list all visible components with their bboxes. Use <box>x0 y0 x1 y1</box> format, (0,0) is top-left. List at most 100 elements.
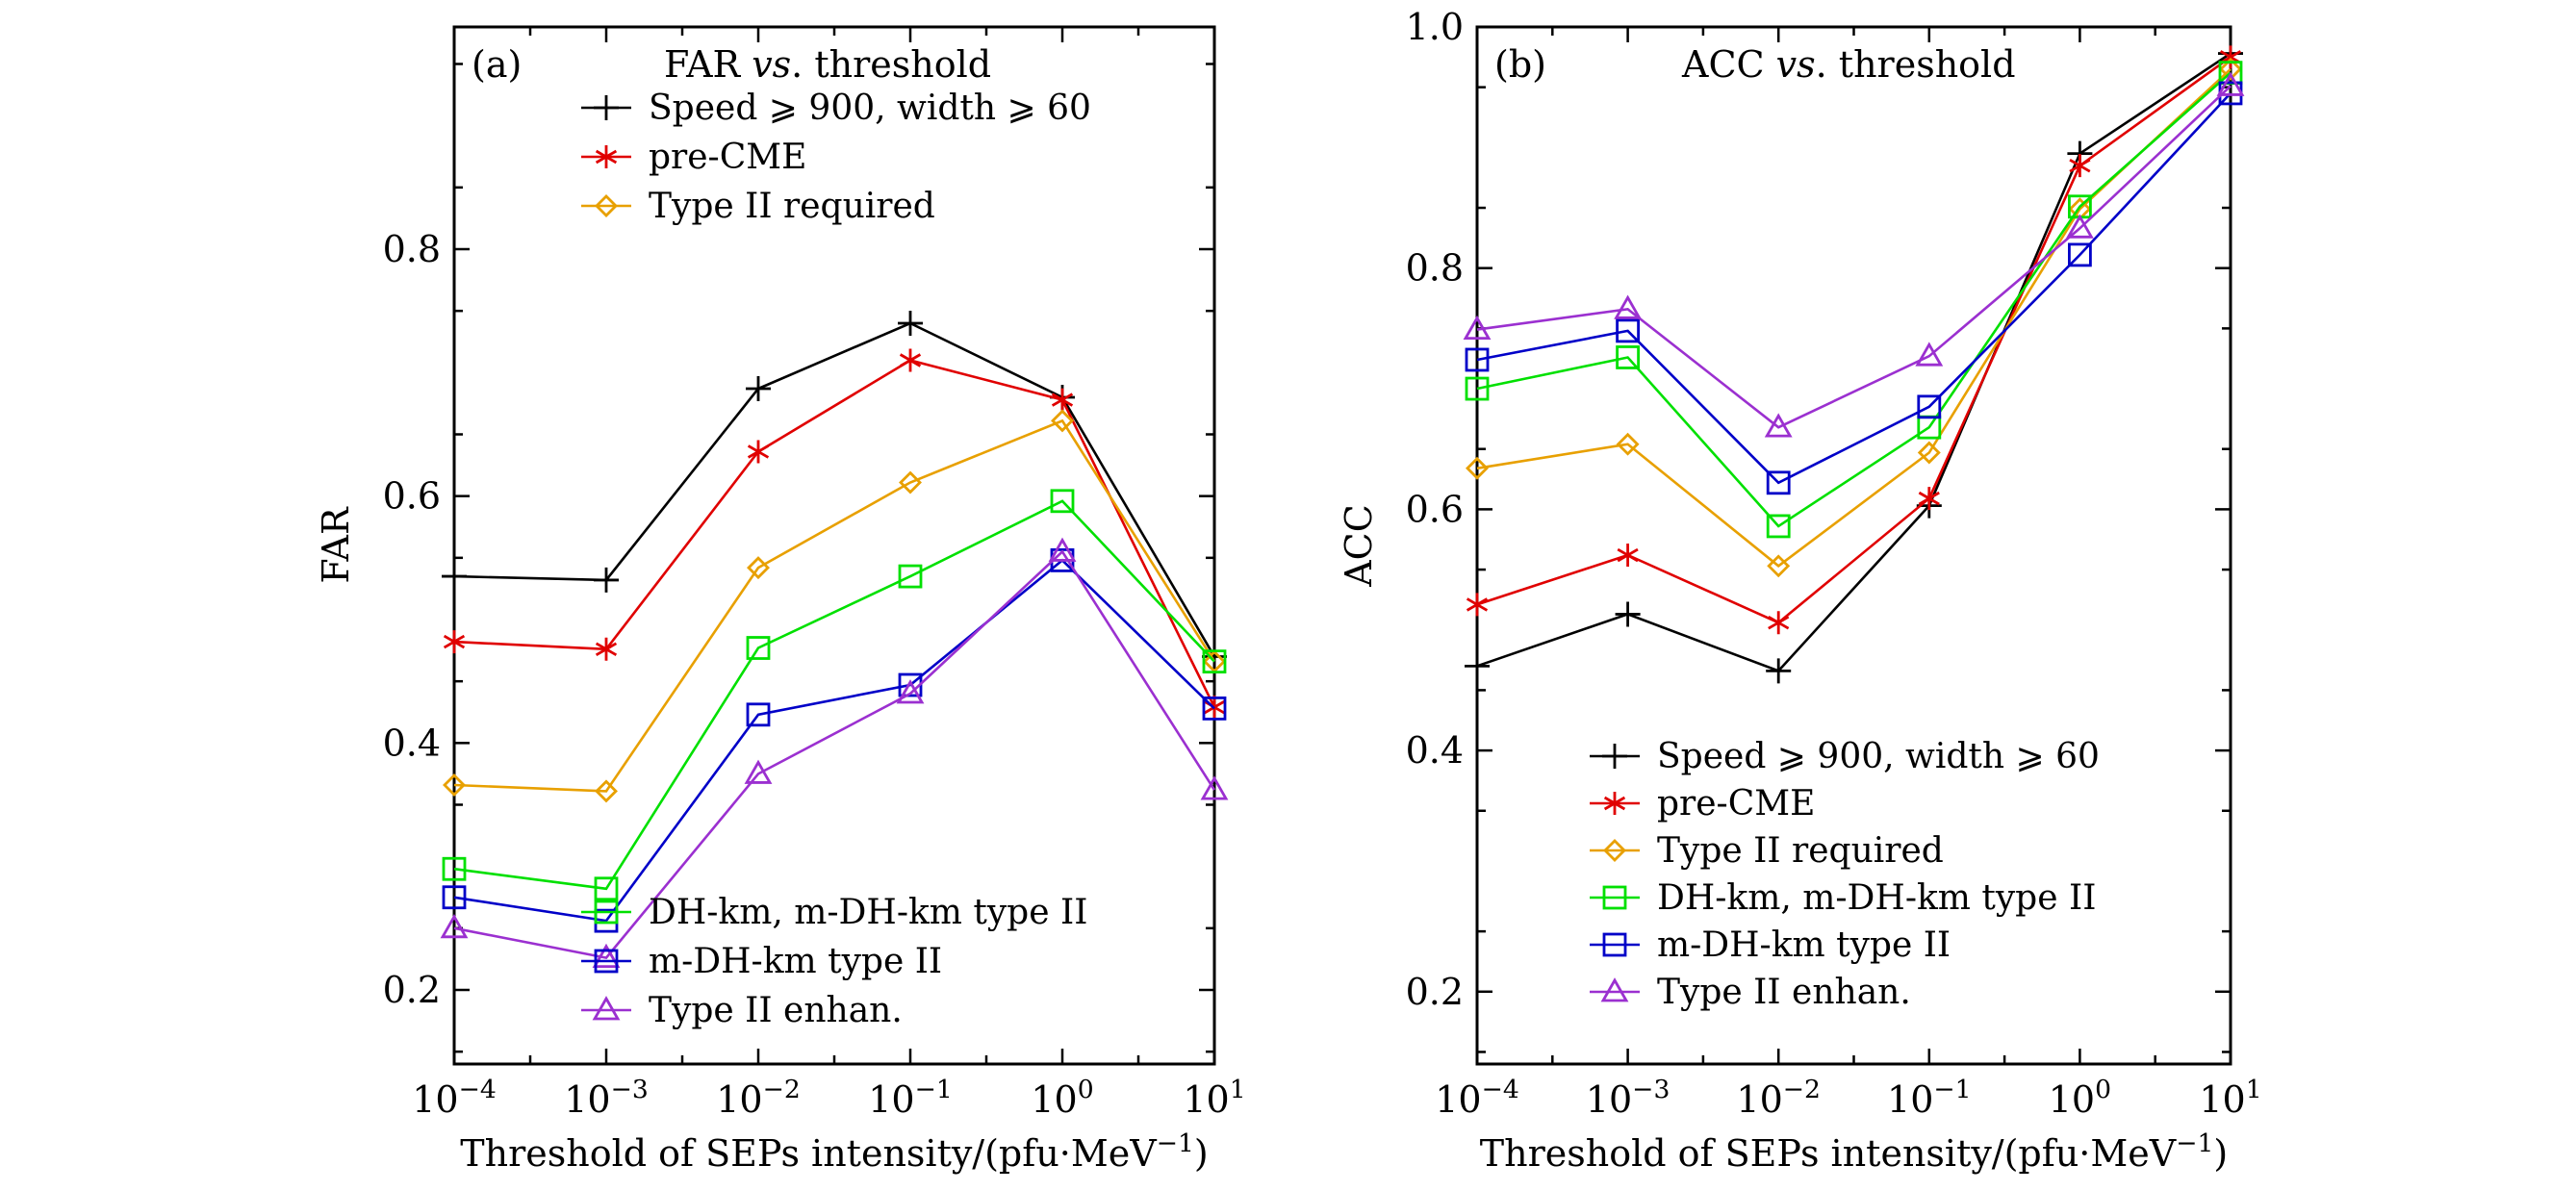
y-tick-label: 0.6 <box>383 475 441 518</box>
data-point <box>1466 456 1489 480</box>
x-tick-label: 100 <box>1031 1075 1093 1122</box>
series-line <box>453 499 1215 891</box>
series-line <box>453 321 1216 658</box>
data-point <box>746 636 771 660</box>
y-tick-label: 0.2 <box>1406 971 1464 1013</box>
data-point <box>1048 537 1077 562</box>
y-tick-label: 0.8 <box>1406 247 1464 290</box>
data-point <box>443 630 466 654</box>
series-line <box>453 418 1216 793</box>
series-line <box>1476 92 2232 485</box>
data-point <box>2219 57 2242 81</box>
data-point <box>898 564 923 589</box>
legend-label: Type II enhan. <box>649 991 903 1030</box>
legend-label: Speed ⩾ 900, width ⩾ 60 <box>649 89 1091 128</box>
data-point <box>899 348 922 372</box>
data-point <box>443 773 466 797</box>
legend-marker <box>1603 839 1626 862</box>
x-tick-label: 10−3 <box>1586 1075 1671 1122</box>
series-line <box>1476 71 2232 528</box>
panel-label: (a) <box>472 43 522 86</box>
series-line <box>1476 67 2232 568</box>
x-tick-label: 10−4 <box>1435 1075 1519 1122</box>
series-line <box>1476 56 2232 624</box>
x-tick-label: 101 <box>2199 1075 2261 1122</box>
data-point <box>1918 487 1940 511</box>
data-point <box>1766 514 1791 539</box>
x-tick-label: 10−4 <box>412 1075 497 1122</box>
series-line <box>453 359 1216 708</box>
data-point <box>1465 376 1490 401</box>
legend-marker <box>594 949 619 974</box>
data-point <box>1202 649 1227 674</box>
data-point <box>1465 347 1490 372</box>
data-point <box>1766 470 1791 495</box>
series-line <box>453 549 1216 960</box>
data-point <box>896 679 925 704</box>
data-point <box>595 779 618 803</box>
data-point <box>1917 441 1941 465</box>
data-point <box>1051 409 1074 433</box>
data-point <box>1616 345 1640 369</box>
x-tick-label: 10−2 <box>716 1075 801 1122</box>
data-point <box>1767 554 1791 578</box>
legend-marker <box>594 900 619 925</box>
data-point <box>1617 544 1639 568</box>
data-point <box>594 876 619 901</box>
legend-marker <box>592 996 621 1021</box>
legend-label: m-DH-km type II <box>1657 925 1951 965</box>
data-point <box>1465 653 1490 679</box>
x-tick-label: 10−1 <box>868 1075 953 1122</box>
data-point <box>747 556 770 580</box>
legend-marker <box>1602 932 1627 957</box>
legend-label: Type II required <box>1657 831 1944 871</box>
data-point <box>442 856 467 881</box>
data-point <box>746 376 771 402</box>
data-point <box>1616 432 1640 456</box>
data-point <box>2067 242 2092 267</box>
legend-marker <box>595 194 618 217</box>
data-point <box>1764 413 1793 438</box>
data-point <box>1050 489 1075 514</box>
legend-marker <box>1602 885 1627 910</box>
y-tick-label: 0.4 <box>1406 729 1464 772</box>
y-tick-label: 0.2 <box>383 969 441 1011</box>
data-point <box>1915 342 1944 367</box>
series-line <box>1476 85 2232 429</box>
legend-label: DH-km, m-DH-km type II <box>649 893 1087 932</box>
data-point <box>1466 593 1489 617</box>
y-tick-label: 1.0 <box>1406 6 1464 48</box>
data-point <box>442 885 467 910</box>
legend-marker <box>1603 792 1626 815</box>
panel-title: ACC vs. threshold <box>1681 43 2016 86</box>
x-tick-label: 10−2 <box>1736 1075 1821 1122</box>
legend-marker <box>1600 977 1629 1002</box>
data-point <box>899 470 922 494</box>
acc-chart-panel: 10−4 10−3 10−2 10−1 100 101 0.2 0.4 0.6 0.8 1.0 Thr… <box>1338 6 2262 1175</box>
data-point <box>1768 611 1790 635</box>
legend-label: Type II required <box>649 187 935 226</box>
y-axis-label: FAR <box>315 506 357 584</box>
legend-label: pre-CME <box>1657 784 1815 824</box>
x-tick-label: 101 <box>1183 1075 1245 1122</box>
legend-label: DH-km, m-DH-km type II <box>1657 878 2096 918</box>
data-point <box>595 637 618 661</box>
data-point <box>1202 644 1227 670</box>
x-tick-label: 100 <box>2049 1075 2111 1122</box>
data-point <box>1614 294 1643 319</box>
legend-label: m-DH-km type II <box>649 942 942 981</box>
data-point <box>1051 388 1074 412</box>
data-point <box>2069 154 2091 178</box>
data-point <box>1200 775 1229 800</box>
x-axis-label: Threshold of SEPs intensity/(pfu·MeV−1) <box>1480 1128 2229 1176</box>
y-tick-label: 0.4 <box>383 722 441 764</box>
data-point <box>2216 71 2245 96</box>
legend-label: Speed ⩾ 900, width ⩾ 60 <box>1657 737 2100 776</box>
x-tick-label: 10−3 <box>564 1075 649 1122</box>
data-point <box>744 759 773 784</box>
data-point <box>1616 318 1640 343</box>
data-point <box>1615 601 1641 627</box>
data-point <box>1917 394 1942 419</box>
x-axis-label: Threshold of SEPs intensity/(pfu·MeV−1) <box>460 1128 1209 1176</box>
